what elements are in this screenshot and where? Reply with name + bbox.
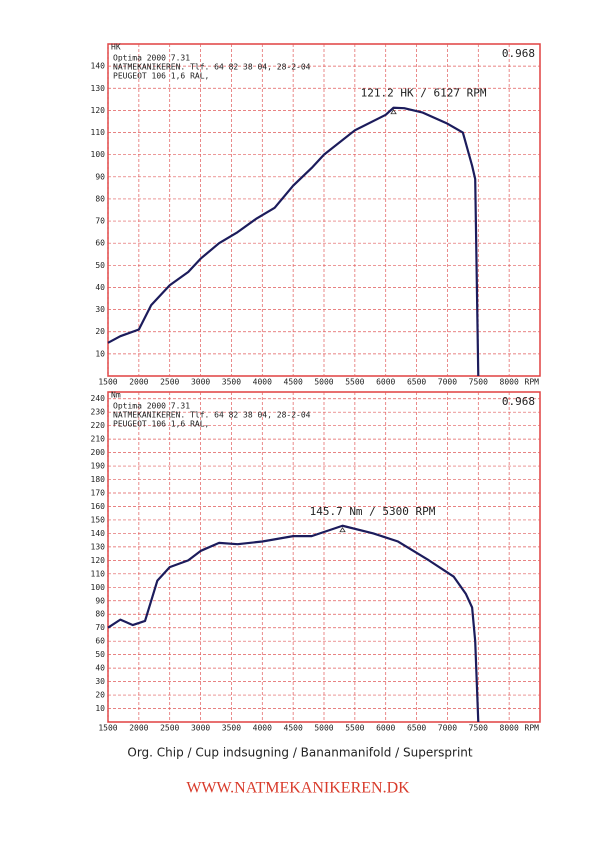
y-tick-label: 130 [91, 542, 106, 551]
y-tick-label: 140 [91, 529, 106, 538]
y-tick-label: 60 [95, 637, 105, 646]
x-tick-label: 6500 [407, 378, 426, 387]
header-line: Optima 2000 7.31 [113, 402, 190, 411]
x-tick-label: 2500 [160, 724, 179, 733]
x-tick-label: 5000 [314, 724, 333, 733]
y-tick-label: 30 [95, 305, 105, 314]
y-tick-label: 170 [91, 489, 106, 498]
x-tick-label: 7000 [438, 724, 457, 733]
x-tick-label: 4000 [253, 378, 272, 387]
y-tick-label: 100 [91, 150, 106, 159]
x-tick-label: 5500 [345, 378, 364, 387]
footer: WWW.NATMEKANIKEREN.DK [186, 780, 410, 797]
caption: Org. Chip / Cup indsugning / Bananmanifo… [127, 746, 473, 760]
x-tick-label: 1500 [98, 378, 117, 387]
x-tick-label: 6000 [376, 378, 395, 387]
x-tick-label: 3000 [191, 378, 210, 387]
y-axis-label: Nm [111, 391, 121, 400]
y-tick-label: 110 [91, 569, 106, 578]
x-tick-label: 1500 [98, 724, 117, 733]
y-tick-label: 160 [91, 502, 106, 511]
y-tick-label: 40 [95, 283, 105, 292]
x-tick-label: 3500 [222, 724, 241, 733]
y-tick-label: 30 [95, 677, 105, 686]
x-tick-label: 2000 [129, 724, 148, 733]
y-tick-label: 210 [91, 435, 106, 444]
x-axis-label: RPM [525, 724, 540, 733]
data-line [107, 106, 480, 377]
x-tick-label: 2500 [160, 378, 179, 387]
x-tick-label: 2000 [129, 378, 148, 387]
header-line: Optima 2000 7.31 [113, 54, 190, 63]
x-tick-label: 4000 [253, 724, 272, 733]
y-tick-label: 100 [91, 583, 106, 592]
y-tick-label: 60 [95, 239, 105, 248]
x-tick-label: 4500 [284, 378, 303, 387]
x-tick-label: 7000 [438, 378, 457, 387]
y-tick-label: 180 [91, 475, 106, 484]
factor: 0.968 [502, 47, 535, 60]
y-tick-label: 90 [95, 596, 105, 605]
annotation: 121.2 HK / 6127 RPM [361, 87, 487, 100]
y-tick-label: 50 [95, 261, 105, 270]
y-tick-label: 130 [91, 84, 106, 93]
x-tick-label: 8000 [500, 378, 519, 387]
y-tick-label: 90 [95, 172, 105, 181]
y-tick-label: 20 [95, 327, 105, 336]
y-tick-label: 10 [95, 704, 105, 713]
y-tick-label: 190 [91, 462, 106, 471]
x-tick-label: 5500 [345, 724, 364, 733]
x-tick-label: 4500 [284, 724, 303, 733]
peak-marker [390, 108, 397, 115]
y-tick-label: 70 [95, 623, 105, 632]
y-tick-label: 20 [95, 691, 105, 700]
y-tick-label: 110 [91, 128, 106, 137]
y-tick-label: 150 [91, 515, 106, 524]
x-tick-label: 7500 [469, 378, 488, 387]
y-tick-label: 70 [95, 217, 105, 226]
factor: 0.968 [502, 395, 535, 408]
x-tick-label: 3500 [222, 378, 241, 387]
x-tick-label: 6500 [407, 724, 426, 733]
x-tick-label: 8000 [500, 724, 519, 733]
header-line: PEUGEOT 106 1,6 RAL, [113, 72, 209, 81]
y-tick-label: 80 [95, 610, 105, 619]
y-tick-label: 220 [91, 421, 106, 430]
y-tick-label: 40 [95, 664, 105, 673]
header-line: NATMEKANIKEREN. Tlf. 64 82 38 04, 28-2-0… [113, 411, 311, 420]
y-axis-label: HK [111, 43, 121, 52]
y-tick-label: 80 [95, 194, 105, 203]
x-tick-label: 6000 [376, 724, 395, 733]
x-tick-label: 5000 [314, 378, 333, 387]
x-tick-label: 7500 [469, 724, 488, 733]
header-line: PEUGEOT 106 1,6 RAL, [113, 420, 209, 429]
annotation: 145.7 Nm / 5300 RPM [310, 505, 436, 518]
y-tick-label: 140 [91, 62, 106, 71]
y-tick-label: 120 [91, 106, 106, 115]
header-line: NATMEKANIKEREN. Tlf. 64 82 38 04, 28-2-0… [113, 63, 311, 72]
y-tick-label: 10 [95, 349, 105, 358]
y-tick-label: 120 [91, 556, 106, 565]
x-tick-label: 3000 [191, 724, 210, 733]
y-tick-label: 230 [91, 408, 106, 417]
y-tick-label: 50 [95, 650, 105, 659]
y-tick-label: 200 [91, 448, 106, 457]
y-tick-label: 240 [91, 394, 106, 403]
peak-marker [339, 526, 346, 533]
x-axis-label: RPM [525, 378, 540, 387]
data-line [107, 524, 480, 723]
